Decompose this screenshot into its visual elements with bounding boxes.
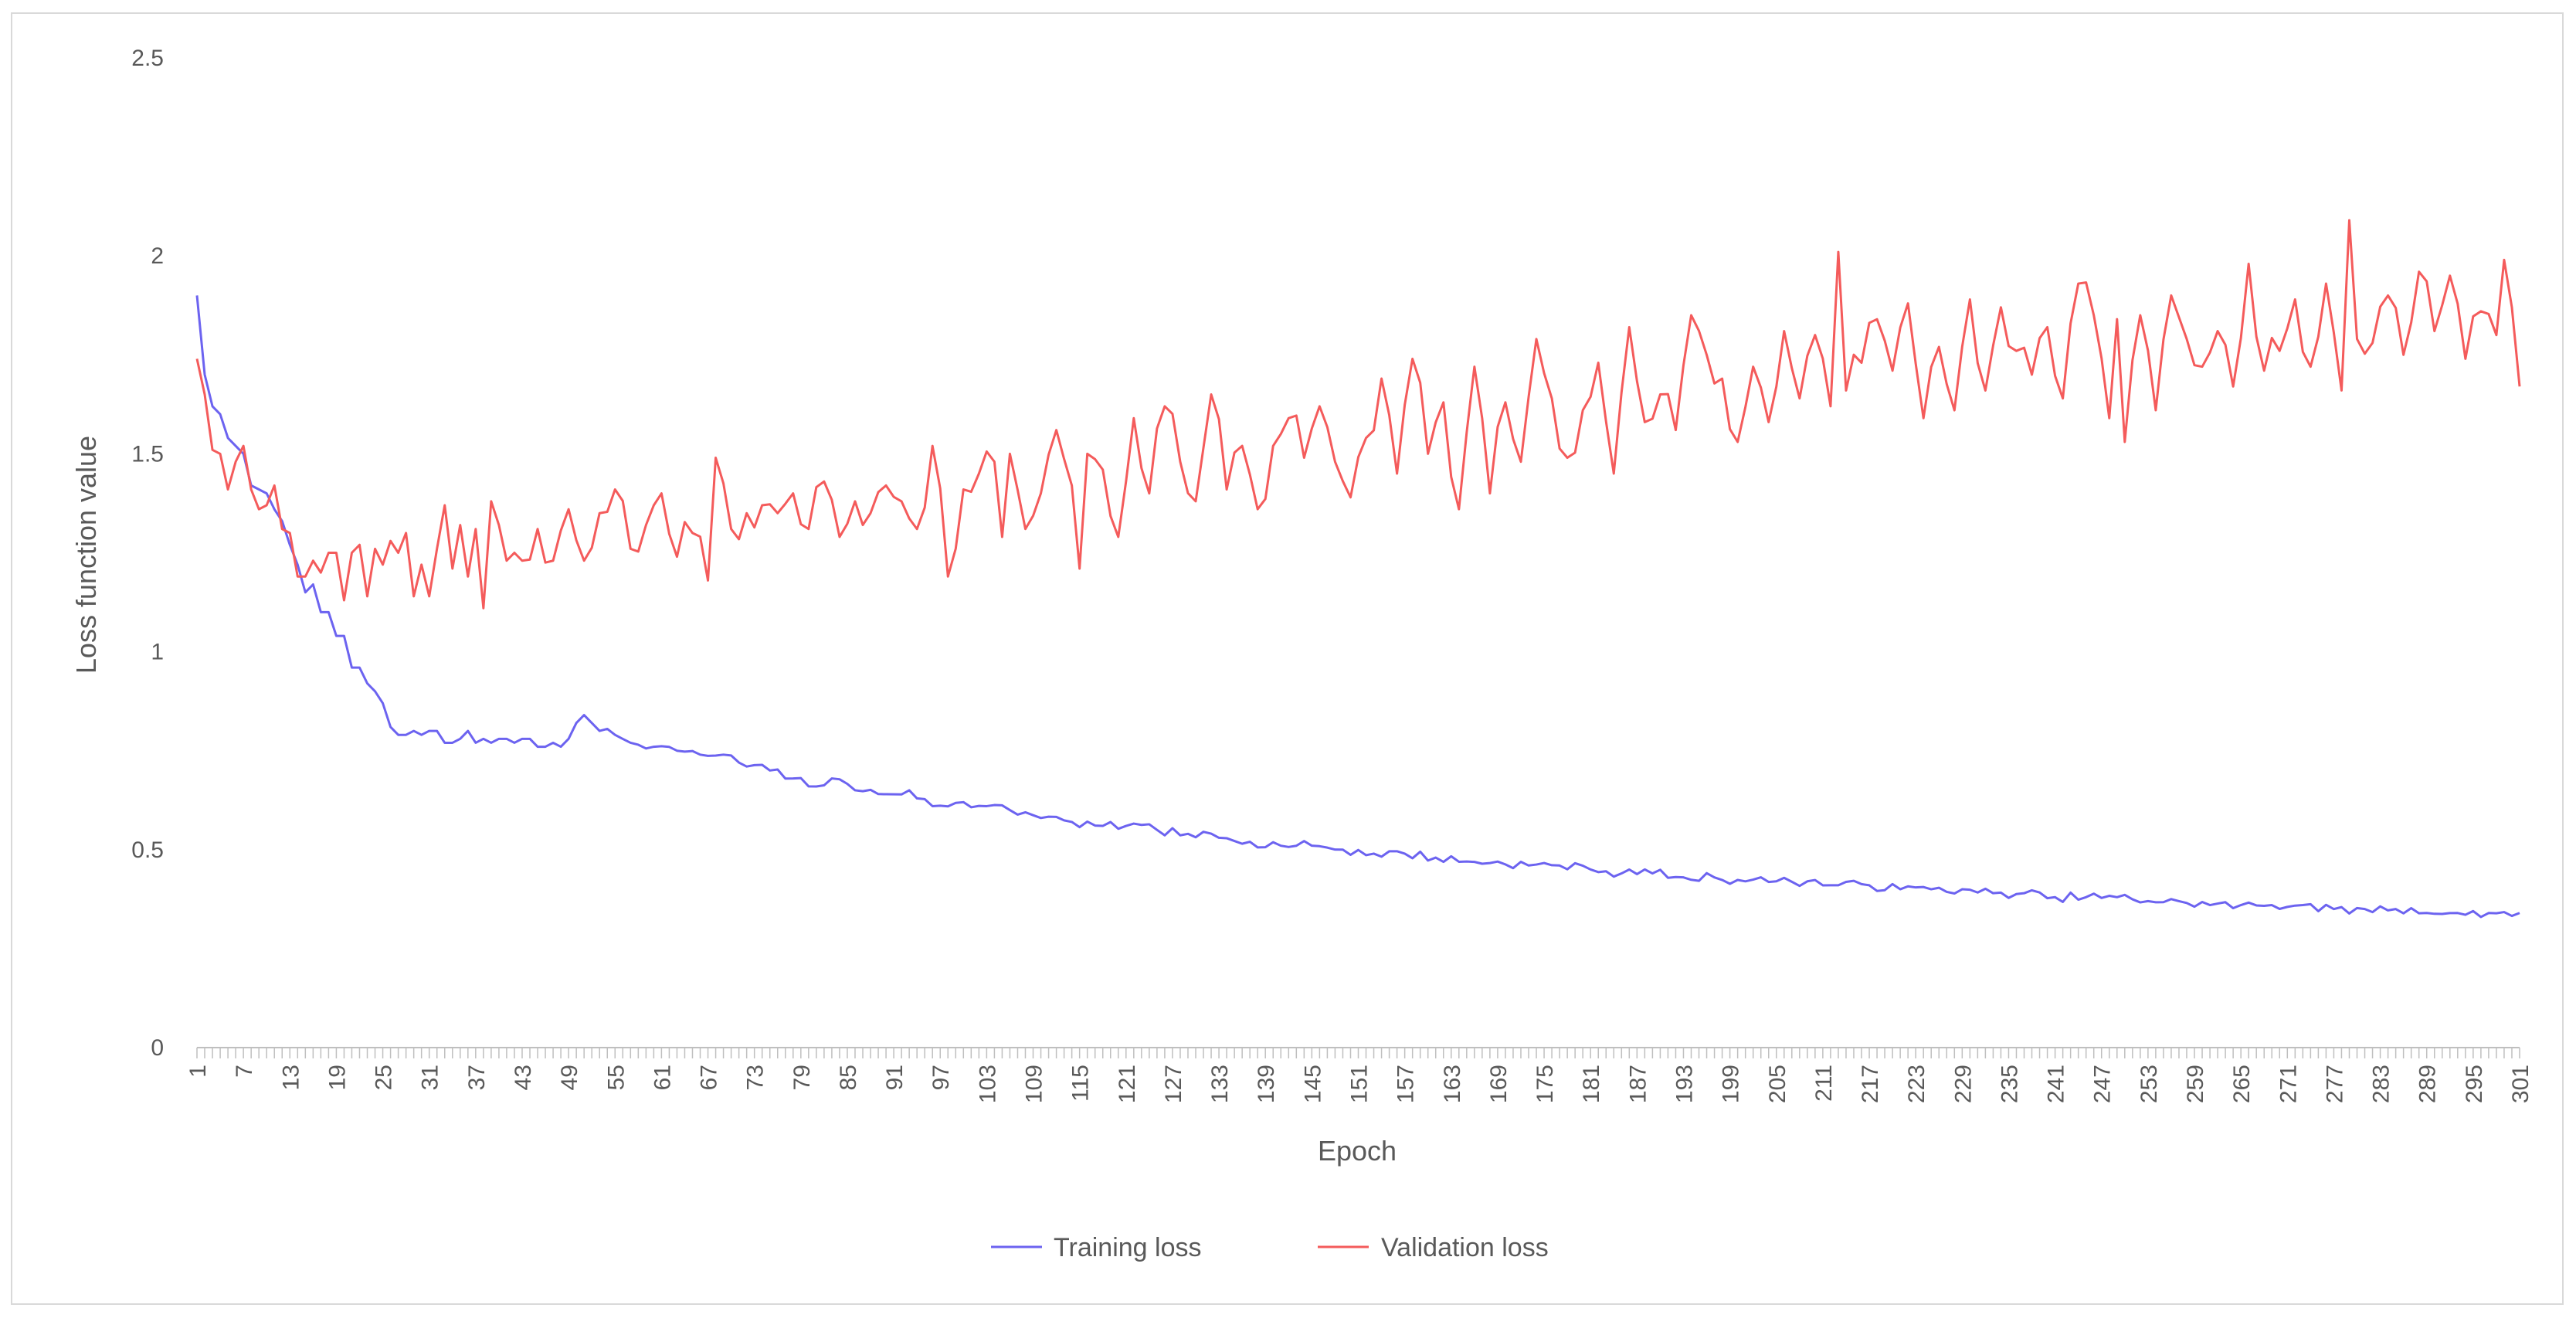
x-tick-label: 55 xyxy=(603,1065,629,1090)
x-tick-label: 67 xyxy=(697,1065,722,1090)
x-tick-label: 103 xyxy=(975,1065,1000,1103)
y-tick-label: 2 xyxy=(151,243,164,269)
y-tick-label: 2.5 xyxy=(131,46,164,71)
x-tick-label: 235 xyxy=(1997,1065,2022,1103)
x-tick-label: 91 xyxy=(882,1065,908,1090)
x-tick-label: 115 xyxy=(1068,1065,1094,1102)
x-tick-label: 157 xyxy=(1393,1065,1419,1103)
y-axis-title: Loss function value xyxy=(70,436,102,674)
x-tick-label: 37 xyxy=(464,1065,490,1090)
x-tick-label: 121 xyxy=(1115,1065,1140,1103)
x-tick-label: 259 xyxy=(2183,1065,2208,1103)
x-tick-label: 199 xyxy=(1719,1065,1744,1103)
x-tick-label: 211 xyxy=(1811,1065,1837,1102)
x-tick-label: 43 xyxy=(511,1065,536,1090)
y-tick-label: 1.5 xyxy=(131,441,164,467)
x-tick-label: 133 xyxy=(1207,1065,1233,1103)
x-tick-label: 139 xyxy=(1254,1065,1279,1103)
x-tick-label: 19 xyxy=(324,1065,350,1090)
x-tick-label: 289 xyxy=(2415,1065,2441,1103)
series-line-validation-loss xyxy=(195,219,2521,610)
x-tick-label: 145 xyxy=(1300,1065,1325,1103)
x-tick-label: 217 xyxy=(1858,1065,1883,1103)
x-tick-label: 229 xyxy=(1950,1065,1976,1103)
x-tick-label: 1 xyxy=(185,1065,211,1078)
x-tick-label: 61 xyxy=(650,1065,675,1090)
x-tick-label: 97 xyxy=(928,1065,954,1090)
x-tick-label: 85 xyxy=(836,1065,861,1090)
x-tick-label: 253 xyxy=(2136,1065,2162,1103)
x-tick-label: 295 xyxy=(2462,1065,2487,1103)
x-tick-label: 25 xyxy=(372,1065,397,1090)
x-tick-label: 151 xyxy=(1347,1065,1373,1103)
x-tick-label: 163 xyxy=(1440,1065,1465,1103)
chart-frame xyxy=(11,12,2564,1305)
x-tick-label: 7 xyxy=(232,1065,257,1078)
x-tick-label: 223 xyxy=(1904,1065,1929,1103)
x-tick-label: 127 xyxy=(1161,1065,1186,1103)
x-tick-label: 301 xyxy=(2508,1065,2534,1103)
legend-label-validation-loss: Validation loss xyxy=(1381,1233,1549,1262)
x-tick-label: 277 xyxy=(2322,1065,2347,1103)
x-tick-label: 205 xyxy=(1765,1065,1790,1103)
x-tick-label: 193 xyxy=(1672,1065,1697,1103)
x-tick-label: 169 xyxy=(1486,1065,1512,1103)
x-tick-label: 247 xyxy=(2090,1065,2116,1103)
series-layer xyxy=(195,219,2521,919)
x-tick-label: 187 xyxy=(1625,1065,1651,1103)
x-tick-label: 265 xyxy=(2229,1065,2255,1103)
x-tick-label: 31 xyxy=(418,1065,443,1090)
x-tick-label: 241 xyxy=(2044,1065,2069,1103)
x-tick-label: 73 xyxy=(743,1065,769,1090)
y-tick-label: 1 xyxy=(151,640,164,665)
x-tick-label: 13 xyxy=(278,1065,304,1090)
x-tick-label: 283 xyxy=(2369,1065,2394,1103)
x-tick-label: 109 xyxy=(1022,1065,1047,1103)
x-tick-label: 79 xyxy=(789,1065,815,1090)
series-line-training-loss xyxy=(195,295,2520,919)
y-tick-label: 0.5 xyxy=(131,837,164,863)
x-tick-label: 271 xyxy=(2276,1065,2301,1103)
legend-label-training-loss: Training loss xyxy=(1054,1233,1201,1262)
x-tick-label: 181 xyxy=(1579,1065,1604,1103)
x-tick-label: 175 xyxy=(1532,1065,1558,1103)
y-tick-label: 0 xyxy=(151,1035,164,1061)
y-axis: 0 0.5 1 1.5 2 2.5 xyxy=(131,46,164,1061)
x-axis-title: Epoch xyxy=(1318,1135,1397,1167)
x-tick-label: 49 xyxy=(557,1065,582,1090)
legend: Training loss Validation loss xyxy=(991,1233,1549,1262)
x-axis: 1 7 13 19 25 31 37 43 49 55 61 67 73 79 85 91 97 103 109 11… xyxy=(185,1047,2534,1103)
